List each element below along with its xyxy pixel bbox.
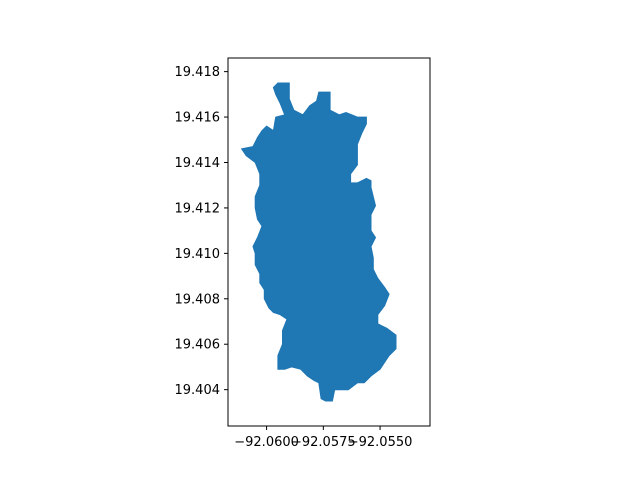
x-tick-label: −92.0550 [348,435,413,450]
region-polygon [240,82,397,402]
y-axis: 19.404 19.406 19.408 19.410 19.412 19.414 19.4… [175,65,228,398]
x-axis: −92.0600−92.0575−92.0550 [234,426,412,450]
plot-area [240,82,397,402]
x-tick-label: −92.0600 [234,435,299,450]
y-tick-label: 19.406 [175,338,221,353]
x-tick-label: −92.0575 [291,435,356,450]
y-tick-label: 19.414 [175,156,221,171]
y-tick-label: 19.404 [175,383,221,398]
axes-frame [227,57,431,427]
y-tick-label: 19.412 [175,201,221,216]
y-tick-label: 19.408 [175,292,221,307]
y-tick-label: 19.416 [175,111,221,126]
y-tick-label: 19.418 [175,65,221,80]
y-tick-label: 19.410 [175,247,221,262]
